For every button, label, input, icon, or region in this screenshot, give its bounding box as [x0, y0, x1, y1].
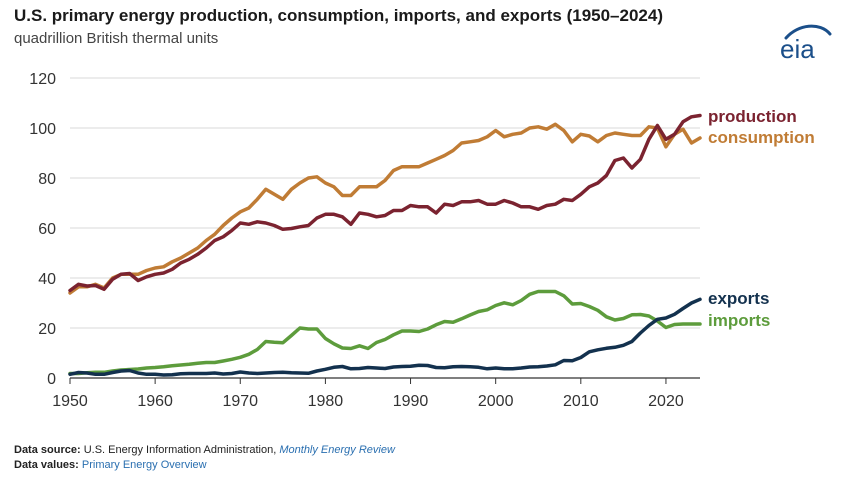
x-tick-label: 2000	[478, 393, 514, 410]
x-axis-tick-labels: 1950 1960 1970 1980 1990 2000 2010 2020	[52, 378, 684, 410]
y-tick-label: 100	[29, 121, 56, 138]
y-tick-label: 80	[38, 171, 56, 188]
series-label-imports: imports	[708, 311, 770, 330]
series-labels: production consumption exports imports	[708, 107, 815, 330]
x-tick-label: 1960	[137, 393, 173, 410]
chart-subtitle: quadrillion British thermal units	[14, 30, 219, 47]
x-tick-label: 1990	[393, 393, 429, 410]
x-tick-label: 2010	[563, 393, 599, 410]
series-label-production: production	[708, 107, 797, 126]
y-tick-label: 60	[38, 221, 56, 238]
grid-lines	[70, 77, 700, 329]
footer-source-label: Data source:	[14, 444, 81, 456]
footer-source-link[interactable]: Monthly Energy Review	[279, 444, 395, 456]
footer-values-label: Data values:	[14, 459, 79, 471]
series-label-consumption: consumption	[708, 128, 815, 147]
x-tick-label: 2020	[648, 393, 684, 410]
y-tick-label: 20	[38, 321, 56, 338]
x-tick-label: 1980	[308, 393, 344, 410]
logo-swoosh	[784, 24, 832, 40]
series-line-exports	[68, 297, 702, 377]
x-tick-label: 1950	[52, 393, 88, 410]
y-tick-label: 120	[29, 71, 56, 88]
footer-data-values: Data values: Primary Energy Overview	[14, 459, 207, 471]
x-tick-label: 1970	[222, 393, 258, 410]
footer-data-source: Data source: U.S. Energy Information Adm…	[14, 444, 395, 456]
series-line-production	[68, 113, 702, 293]
footer-values-link[interactable]: Primary Energy Overview	[81, 459, 207, 471]
series-line-consumption	[68, 122, 702, 295]
series-label-exports: exports	[708, 289, 769, 308]
series-lines	[68, 113, 702, 377]
y-tick-label: 0	[47, 371, 56, 388]
footer-source-text: U.S. Energy Information Administration,	[83, 444, 277, 456]
eia-logo-icon[interactable]: eia	[776, 20, 834, 64]
chart-title: U.S. primary energy production, consumpt…	[14, 6, 663, 25]
y-axis-tick-labels: 0 20 40 60 80 100 120	[29, 71, 56, 388]
y-tick-label: 40	[38, 271, 56, 288]
series-line-imports	[68, 289, 702, 376]
logo-text: eia	[780, 34, 815, 64]
